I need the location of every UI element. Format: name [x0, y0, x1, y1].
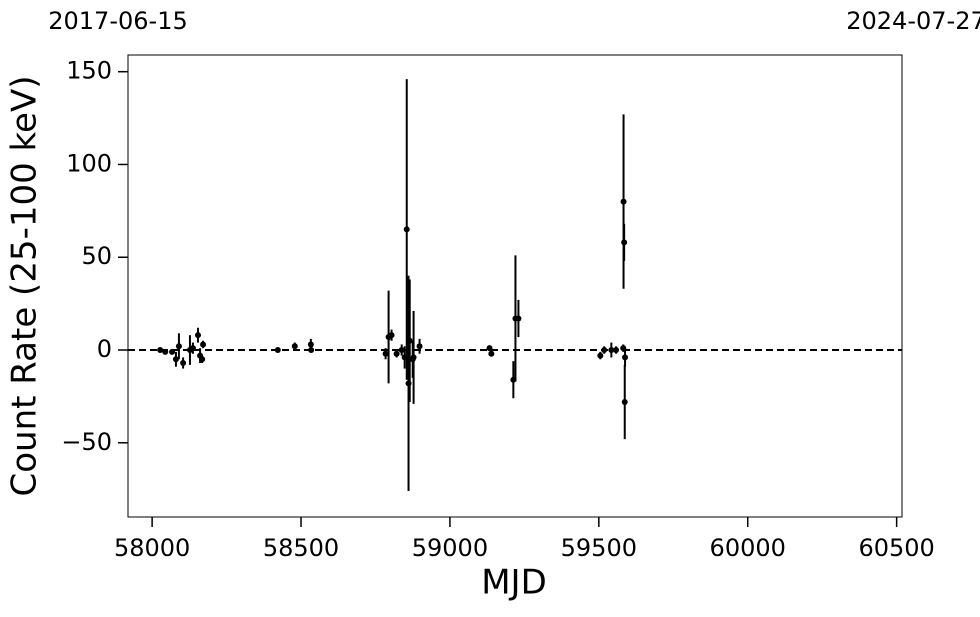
data-point	[621, 398, 628, 405]
y-tick-label: 0	[97, 335, 112, 363]
data-point	[169, 348, 176, 355]
data-point	[486, 345, 493, 352]
x-tick-label: 60500	[858, 534, 934, 562]
data-point	[410, 354, 417, 361]
data-point	[620, 198, 627, 205]
data-point	[613, 347, 620, 354]
y-tick-label: −50	[61, 428, 112, 456]
top-date-label: 2017-06-15	[48, 7, 187, 35]
data-point	[307, 341, 314, 348]
top-date-label: 2024-07-27	[846, 7, 980, 35]
data-point	[488, 350, 495, 357]
data-point	[189, 345, 196, 352]
plot-frame	[127, 54, 903, 518]
data-point	[403, 226, 410, 233]
data-point	[308, 347, 315, 354]
x-tick-label: 59000	[412, 534, 488, 562]
y-tick-label: 50	[81, 242, 112, 270]
data-point	[393, 350, 400, 357]
data-point	[398, 347, 405, 354]
data-point	[194, 332, 201, 339]
data-point	[406, 337, 413, 344]
x-axis-label: MJD	[481, 563, 547, 603]
data-point	[274, 347, 281, 354]
data-point	[199, 356, 206, 363]
data-point	[291, 343, 298, 350]
x-tick-label: 58000	[114, 534, 190, 562]
x-tick-label: 58500	[263, 534, 339, 562]
data-point	[621, 239, 628, 246]
y-axis-label: Count Rate (25-100 keV)	[5, 76, 45, 497]
data-point	[180, 360, 187, 366]
data-point	[172, 356, 179, 363]
data-point	[416, 343, 423, 350]
data-point	[200, 341, 207, 348]
data-point	[162, 348, 169, 355]
y-tick-label: 150	[66, 57, 112, 85]
data-point	[515, 315, 522, 322]
data-point	[175, 343, 182, 350]
data-point	[601, 347, 608, 354]
x-tick-label: 60000	[710, 534, 786, 562]
data-point	[597, 352, 604, 359]
x-tick-label: 59500	[561, 534, 637, 562]
data-point	[157, 347, 164, 354]
data-point	[382, 350, 389, 357]
data-point	[622, 354, 629, 361]
data-point	[608, 347, 615, 354]
data-point	[388, 332, 395, 339]
y-tick-label: 100	[66, 149, 112, 177]
